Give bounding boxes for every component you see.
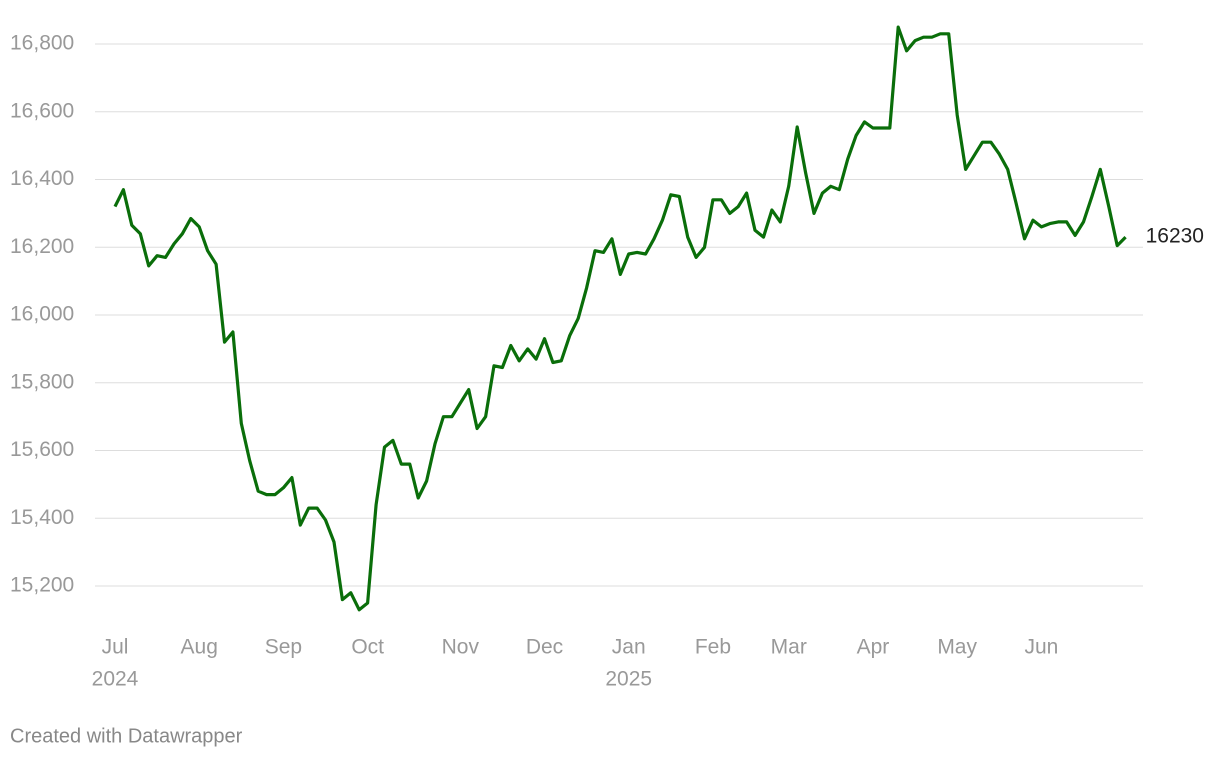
y-tick-label: 15,800: [10, 370, 74, 393]
y-tick-label: 16,400: [10, 167, 74, 190]
line: [113, 25, 1127, 612]
x-tick-label: Mar: [771, 636, 807, 659]
x-year-label: 2025: [605, 668, 652, 691]
source-note: Created with Datawrapper: [10, 725, 243, 747]
x-tick-label: Dec: [526, 636, 563, 659]
y-tick-label: 16,600: [10, 99, 74, 122]
x-tick-label: Aug: [181, 636, 218, 659]
y-tick-label: 15,200: [10, 574, 74, 597]
x-tick-label: Jul: [102, 636, 129, 659]
x-tick-label: Nov: [442, 636, 480, 659]
x-tick-label: Jan: [612, 636, 646, 659]
x-year-label: 2024: [92, 668, 139, 691]
y-tick-label: 16,800: [10, 32, 74, 55]
x-tick-label: Jun: [1024, 636, 1058, 659]
x-tick-label: Feb: [695, 636, 731, 659]
x-tick-label: Oct: [351, 636, 384, 659]
x-tick-label: Sep: [265, 636, 302, 659]
y-tick-label: 16,000: [10, 303, 74, 326]
x-tick-label: Apr: [857, 636, 890, 659]
y-tick-label: 15,400: [10, 506, 74, 529]
x-tick-label: May: [937, 636, 977, 659]
y-tick-label: 15,600: [10, 438, 74, 461]
y-tick-label: 16,200: [10, 235, 74, 258]
end-value-label: 16230: [1146, 225, 1204, 248]
